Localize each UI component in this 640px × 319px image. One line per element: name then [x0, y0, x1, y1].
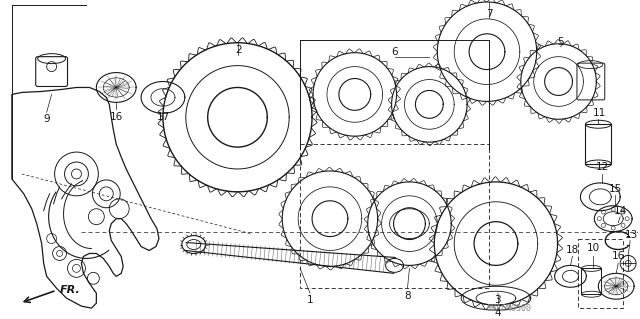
Text: 5: 5	[557, 37, 564, 47]
Text: 18: 18	[566, 246, 579, 256]
Text: 10: 10	[587, 243, 600, 254]
Text: SNACM0500: SNACM0500	[486, 304, 531, 313]
Bar	[586, 124, 611, 164]
Text: 15: 15	[609, 184, 622, 194]
Text: 9: 9	[44, 114, 50, 124]
Text: 14: 14	[614, 206, 627, 216]
Text: 8: 8	[404, 291, 411, 301]
Text: 12: 12	[596, 162, 609, 172]
Text: FR.: FR.	[60, 285, 81, 295]
Text: 6: 6	[391, 47, 398, 57]
Text: 16: 16	[109, 112, 123, 122]
Bar	[581, 268, 602, 294]
Text: 3: 3	[495, 295, 501, 305]
Text: 2: 2	[235, 45, 242, 55]
Text: 11: 11	[593, 108, 606, 118]
Text: 13: 13	[625, 230, 637, 240]
Text: 1: 1	[307, 295, 314, 305]
Text: 16: 16	[612, 251, 625, 262]
Text: 17: 17	[156, 112, 170, 122]
Text: 4: 4	[495, 308, 501, 318]
Text: 7: 7	[486, 9, 492, 19]
